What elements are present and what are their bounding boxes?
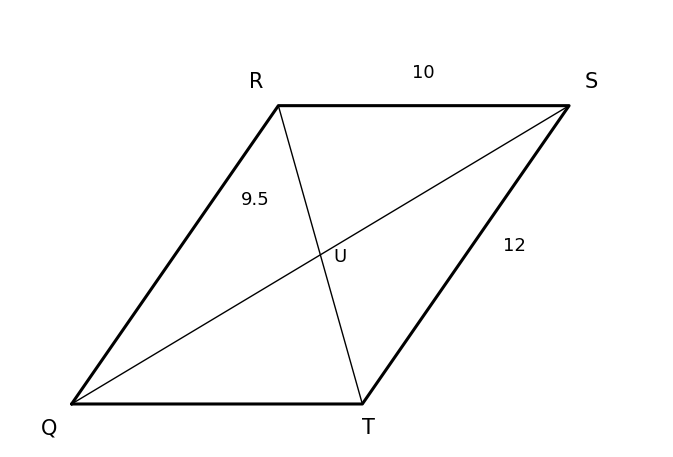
Text: 10: 10 — [413, 64, 435, 82]
Text: S: S — [585, 72, 598, 91]
Text: T: T — [362, 418, 376, 438]
Text: Q: Q — [41, 418, 57, 438]
Text: 9.5: 9.5 — [242, 191, 270, 209]
Text: 12: 12 — [503, 237, 526, 255]
Text: U: U — [333, 248, 347, 266]
Text: R: R — [248, 72, 263, 91]
